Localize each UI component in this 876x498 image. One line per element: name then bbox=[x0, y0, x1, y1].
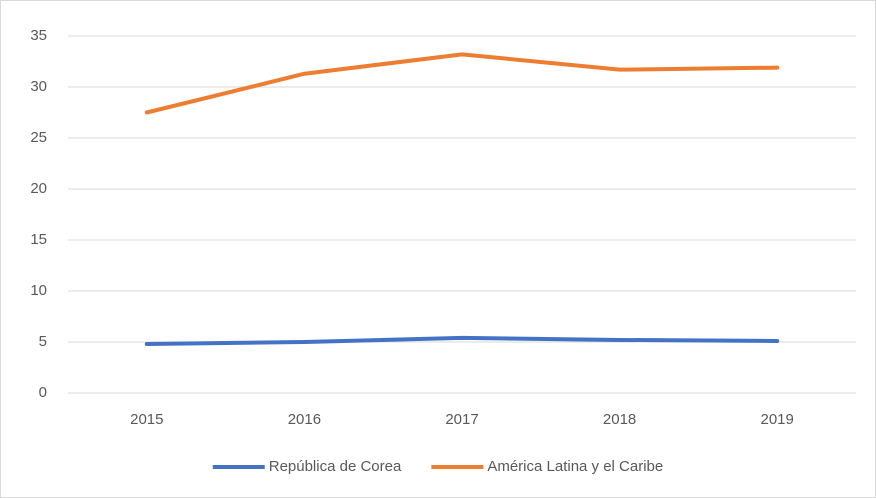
x-tick-label: 2017 bbox=[445, 411, 478, 428]
x-tick-label: 2018 bbox=[603, 411, 636, 428]
y-tick-label: 30 bbox=[30, 78, 47, 95]
y-tick-label: 20 bbox=[30, 180, 47, 197]
x-tick-label: 2016 bbox=[288, 411, 321, 428]
x-tick-label: 2015 bbox=[130, 411, 163, 428]
y-tick-label: 10 bbox=[30, 282, 47, 299]
legend-label: América Latina y el Caribe bbox=[487, 458, 663, 475]
y-tick-label: 35 bbox=[30, 27, 47, 44]
x-tick-label: 2019 bbox=[761, 411, 794, 428]
y-tick-label: 0 bbox=[39, 384, 47, 401]
y-tick-label: 5 bbox=[39, 333, 47, 350]
y-tick-label: 25 bbox=[30, 129, 47, 146]
legend-label: República de Corea bbox=[269, 458, 402, 475]
y-tick-label: 15 bbox=[30, 231, 47, 248]
series-line bbox=[144, 52, 780, 115]
series-line bbox=[144, 335, 780, 347]
